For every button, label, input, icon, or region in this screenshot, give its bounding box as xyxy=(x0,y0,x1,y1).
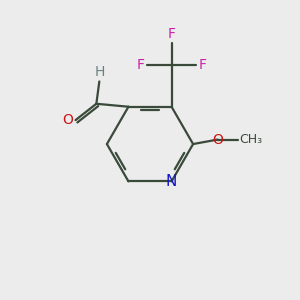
Text: O: O xyxy=(212,133,223,147)
Text: CH₃: CH₃ xyxy=(239,133,262,146)
Text: F: F xyxy=(167,27,175,41)
Text: H: H xyxy=(94,65,104,79)
Text: F: F xyxy=(136,58,145,72)
Text: O: O xyxy=(62,112,73,127)
Text: N: N xyxy=(166,174,177,189)
Text: F: F xyxy=(199,58,207,72)
